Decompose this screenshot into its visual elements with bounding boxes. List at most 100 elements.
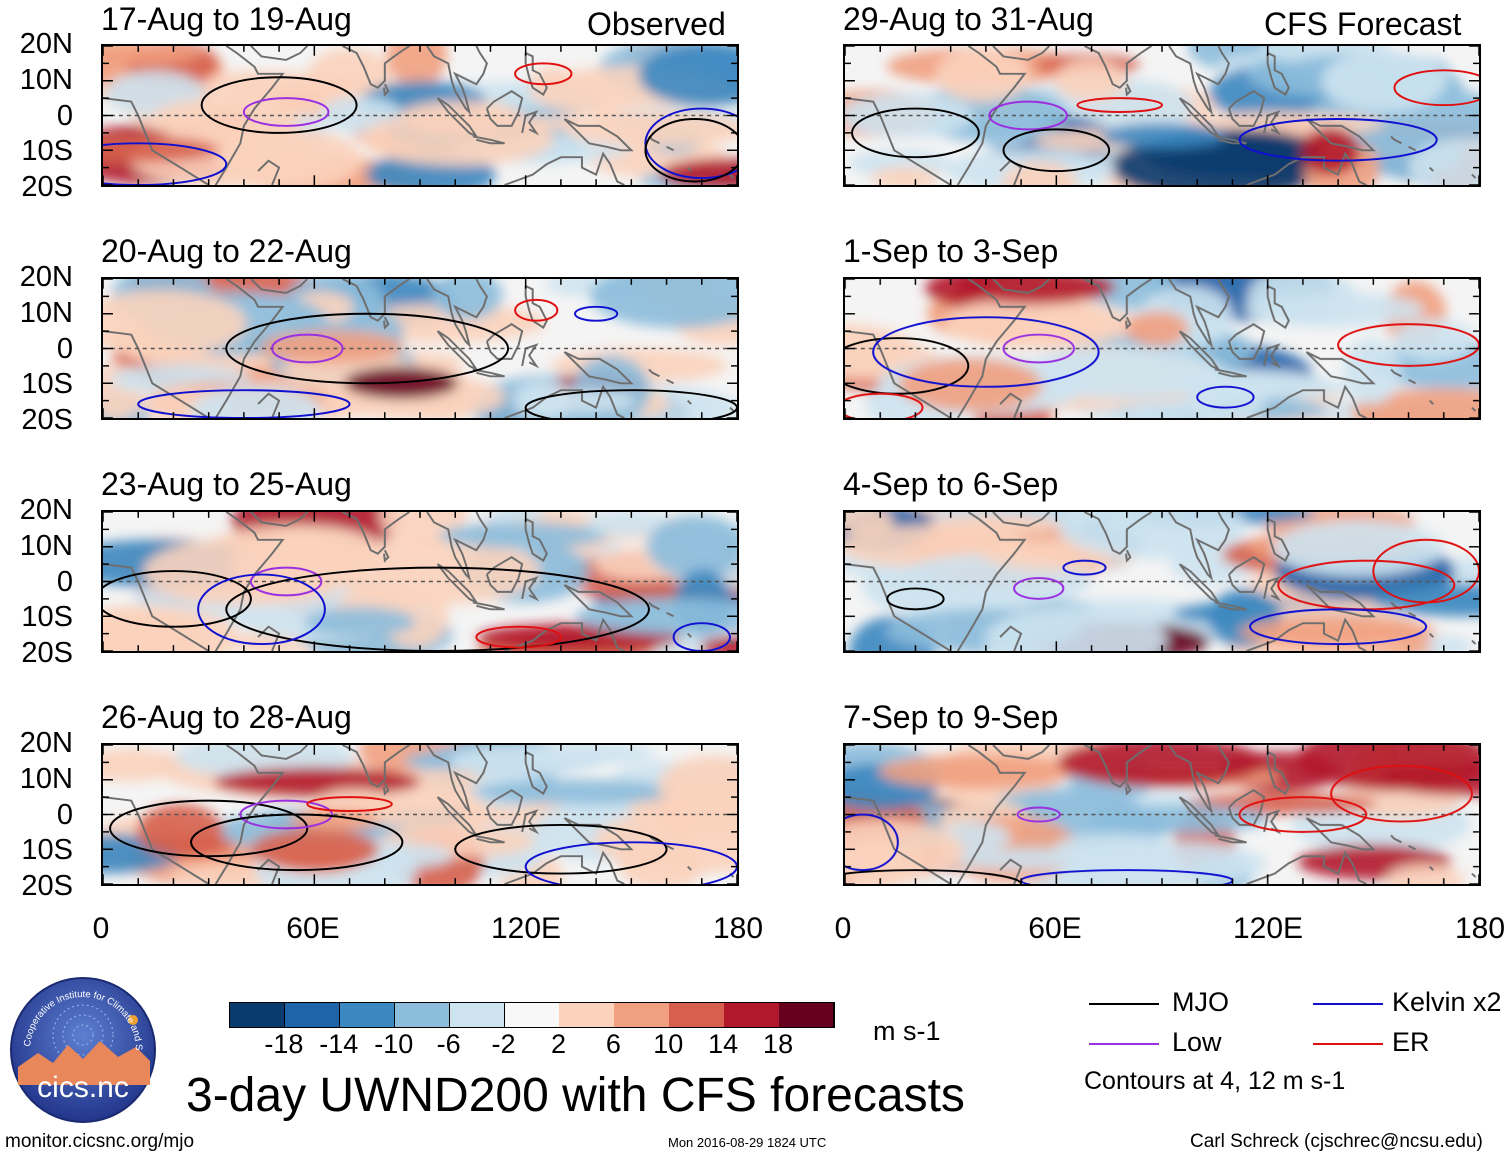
kelvin-contour <box>845 813 899 872</box>
anomaly-cell <box>590 279 737 329</box>
colorbar-tick: 18 <box>763 1029 794 1059</box>
legend-line-er <box>1313 1043 1383 1045</box>
legend-line-mjo <box>1089 1003 1159 1005</box>
colorbar-swatch <box>779 1003 835 1027</box>
coastline <box>342 46 411 89</box>
coastline <box>1246 151 1367 185</box>
coastline <box>103 330 210 418</box>
coastline <box>426 512 488 582</box>
coastline <box>999 625 1023 651</box>
lon-tick-120e-right: 120E <box>1232 912 1304 945</box>
map-panel-1 <box>101 44 739 187</box>
anomaly-cell <box>700 636 737 651</box>
coastline <box>426 46 488 116</box>
anomaly-cell <box>845 512 894 536</box>
coastline <box>1305 351 1376 385</box>
anomaly-cell <box>103 748 183 782</box>
lat-tick-label: 10S <box>21 368 73 401</box>
anomaly-cell <box>1239 616 1437 648</box>
coastline <box>1227 323 1266 360</box>
coastline <box>1266 285 1290 330</box>
colorbar-swatch <box>449 1003 506 1027</box>
cics-logo: cics.nc Cooperative Institute for Climat… <box>5 967 158 1125</box>
coastline <box>1305 584 1376 618</box>
low-contour <box>271 333 344 364</box>
coastline <box>1408 611 1417 618</box>
panel-title-6: 1-Sep to 3-Sep <box>843 233 1059 269</box>
coastline <box>1227 90 1266 127</box>
coastline <box>1227 789 1266 826</box>
coastline <box>342 745 411 788</box>
anomaly-cell <box>638 46 737 107</box>
coastline <box>257 159 281 185</box>
er-contour <box>475 625 562 649</box>
coastline <box>1408 145 1417 152</box>
lat-tick-label: 20N <box>19 727 73 759</box>
anomaly-cell <box>870 166 939 185</box>
map-panel-4 <box>101 743 739 886</box>
anomaly-cell <box>594 808 737 873</box>
coastline <box>1305 118 1376 152</box>
coastline <box>214 745 285 884</box>
legend-label-mjo: MJO <box>1172 987 1229 1017</box>
coastline <box>383 549 390 563</box>
anomaly-cell <box>474 779 677 805</box>
er-contour <box>514 298 559 322</box>
heatmap-svg <box>845 46 1479 185</box>
mjo-contour <box>1002 128 1111 173</box>
footer-author: Carl Schreck (cjschrec@ncsu.edu) <box>1190 1131 1483 1152</box>
coastline <box>383 83 390 97</box>
lat-tick-label: 10S <box>21 135 73 168</box>
coastline <box>1125 316 1132 330</box>
anomaly-cell <box>878 754 1074 790</box>
er-contour <box>306 796 393 812</box>
lon-tick-60e-right: 60E <box>1028 912 1082 945</box>
coastline <box>1471 173 1477 179</box>
kelvin-contour <box>1196 385 1255 409</box>
lon-tick-180-right: 180 <box>1454 912 1506 945</box>
map-panel-6 <box>843 277 1481 420</box>
coastline <box>504 384 625 418</box>
coastline <box>524 285 548 330</box>
coastline <box>472 601 505 611</box>
anomaly-cell <box>956 279 1116 304</box>
anomaly-cell <box>1321 50 1447 112</box>
coastline <box>729 639 735 645</box>
coastline <box>563 584 634 618</box>
lon-tick-0-left: 0 <box>92 912 110 945</box>
footer-url[interactable]: monitor.cicsnc.org/mjo <box>5 1131 195 1152</box>
coastline <box>999 392 1023 418</box>
coastline <box>666 378 675 385</box>
colorbar-tick: 10 <box>653 1029 684 1059</box>
coastline <box>1266 751 1290 796</box>
coastline <box>521 343 540 369</box>
coastline <box>521 576 540 602</box>
anomaly-cell <box>984 606 1168 651</box>
coastline <box>524 751 548 796</box>
coastline <box>648 368 660 378</box>
anomaly-cell <box>386 46 448 88</box>
coastline <box>250 745 309 760</box>
coastline <box>1471 639 1477 645</box>
coastline <box>992 279 1051 294</box>
coastline <box>845 97 952 185</box>
er-contour <box>1076 97 1163 113</box>
anomaly-cell <box>1342 338 1401 405</box>
coastline <box>1246 617 1367 651</box>
lon-tick-0-right: 0 <box>834 912 852 945</box>
logo-wordmark: cics.nc <box>37 1071 129 1104</box>
coastline <box>686 865 692 871</box>
figure-main-title: 3-day UWND200 with CFS forecasts <box>186 1069 965 1122</box>
coastline <box>485 789 524 826</box>
coastline <box>504 617 625 651</box>
low-contour <box>1016 806 1061 823</box>
coastline <box>666 145 675 152</box>
colorbar-tick: 6 <box>605 1029 621 1059</box>
coastline <box>1246 384 1367 418</box>
coastline <box>426 279 488 349</box>
anomaly-cell <box>186 70 332 94</box>
anomaly-cell <box>449 745 596 777</box>
coastline <box>956 745 1027 884</box>
coastline <box>686 632 692 638</box>
coastline <box>521 110 540 136</box>
